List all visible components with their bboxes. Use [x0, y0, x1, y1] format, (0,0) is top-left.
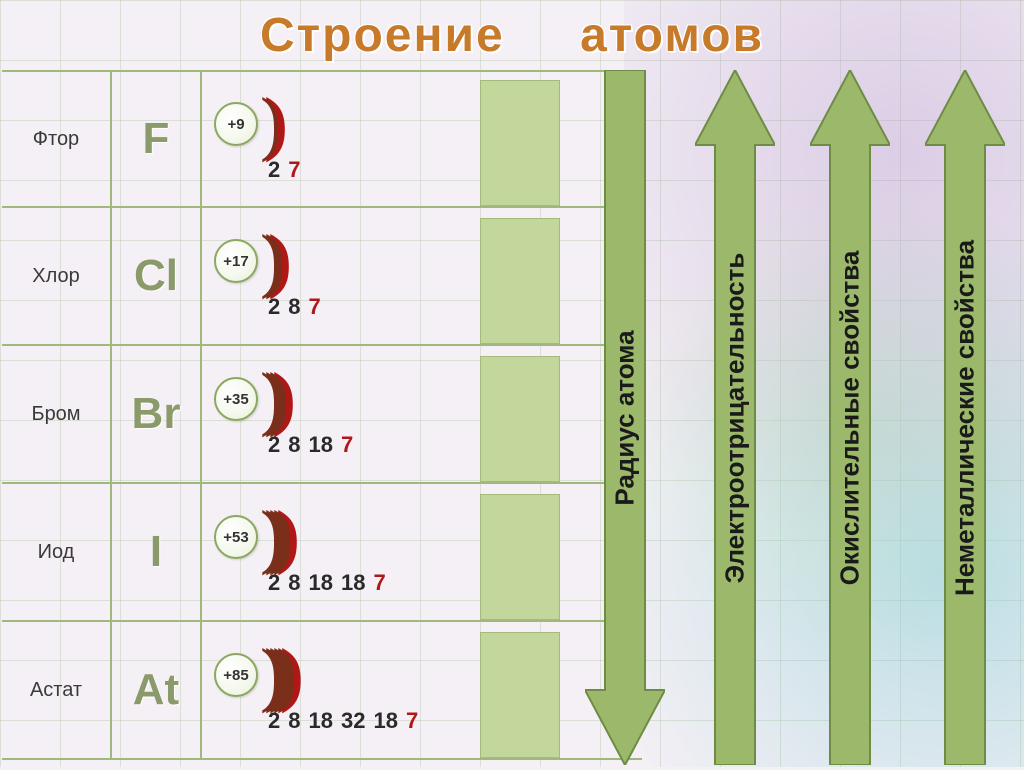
electron-count: 18 — [341, 570, 365, 595]
title-word-1: Строение — [260, 9, 505, 62]
trend-arrow: Неметаллические свойства — [925, 70, 1005, 765]
element-name: Астат — [2, 622, 112, 758]
electron-count: 7 — [288, 157, 300, 182]
electron-count: 2 — [268, 157, 280, 182]
electron-count: 7 — [406, 708, 418, 733]
element-name: Фтор — [2, 72, 112, 206]
electron-count: 7 — [341, 432, 353, 457]
page-title: Строение атомов — [0, 8, 1024, 63]
arrow-label: Электроотрицательность — [720, 252, 751, 583]
trend-arrow: Радиус атома — [585, 70, 665, 765]
electron-counts: 28 18 18 7 — [268, 570, 634, 596]
table-row: ФторF+9))27 — [2, 70, 642, 208]
electron-count: 18 — [309, 432, 333, 457]
title-word-2: атомов — [580, 9, 764, 62]
element-symbol: F — [112, 72, 202, 206]
electron-count: 18 — [309, 708, 333, 733]
nucleus: +17 — [214, 239, 258, 283]
nucleus: +9 — [214, 102, 258, 146]
trend-arrow: Окислительные свойства — [810, 70, 890, 765]
shell-arc-outer: ) — [276, 508, 282, 566]
elements-table: ФторF+9))27ХлорCl+17)))287БромBr+35))))2… — [2, 70, 642, 760]
arrows-zone: Радиус атома Электроотрицательность Окисли… — [585, 70, 1020, 765]
element-name: Иод — [2, 484, 112, 620]
nucleus: +35 — [214, 377, 258, 421]
electron-count: 2 — [268, 294, 280, 319]
electron-counts: 27 — [268, 157, 634, 183]
nucleus: +85 — [214, 653, 258, 697]
shell-diagram: +9))27 — [202, 72, 642, 206]
nucleus: +53 — [214, 515, 258, 559]
shell-diagram: +53)))))2818187 — [202, 484, 642, 620]
trend-arrow: Электроотрицательность — [695, 70, 775, 765]
electron-counts: 28 18 32 18 7 — [268, 708, 634, 734]
element-symbol: At — [112, 622, 202, 758]
electron-count: 8 — [288, 570, 300, 595]
electron-count: 7 — [373, 570, 385, 595]
element-symbol: I — [112, 484, 202, 620]
element-name: Хлор — [2, 208, 112, 344]
shell-arc-outer: ) — [264, 95, 270, 153]
table-row: ИодI+53)))))2818187 — [2, 484, 642, 622]
shell-arc-outer: ) — [272, 370, 278, 428]
table-row: ХлорCl+17)))287 — [2, 208, 642, 346]
arrow-label: Неметаллические свойства — [950, 239, 981, 595]
shell-diagram: +35))))28187 — [202, 346, 642, 482]
shell-arc-outer: ) — [268, 232, 274, 290]
table-row: АстатAt+85))))))281832187 — [2, 622, 642, 760]
shell-arc-outer: ) — [280, 646, 286, 704]
electron-counts: 287 — [268, 294, 634, 320]
arrow-label: Радиус атома — [610, 330, 641, 505]
electron-count: 8 — [288, 294, 300, 319]
table-row: БромBr+35))))28187 — [2, 346, 642, 484]
electron-count: 7 — [309, 294, 321, 319]
shell-diagram: +85))))))281832187 — [202, 622, 642, 758]
electron-count: 32 — [341, 708, 365, 733]
electron-count: 18 — [373, 708, 397, 733]
electron-count: 2 — [268, 570, 280, 595]
electron-count: 8 — [288, 432, 300, 457]
electron-count: 2 — [268, 432, 280, 457]
arrow-label: Окислительные свойства — [835, 250, 866, 585]
element-name: Бром — [2, 346, 112, 482]
shell-diagram: +17)))287 — [202, 208, 642, 344]
element-symbol: Br — [112, 346, 202, 482]
element-symbol: Cl — [112, 208, 202, 344]
electron-count: 2 — [268, 708, 280, 733]
electron-count: 18 — [309, 570, 333, 595]
electron-count: 8 — [288, 708, 300, 733]
electron-counts: 28 18 7 — [268, 432, 634, 458]
